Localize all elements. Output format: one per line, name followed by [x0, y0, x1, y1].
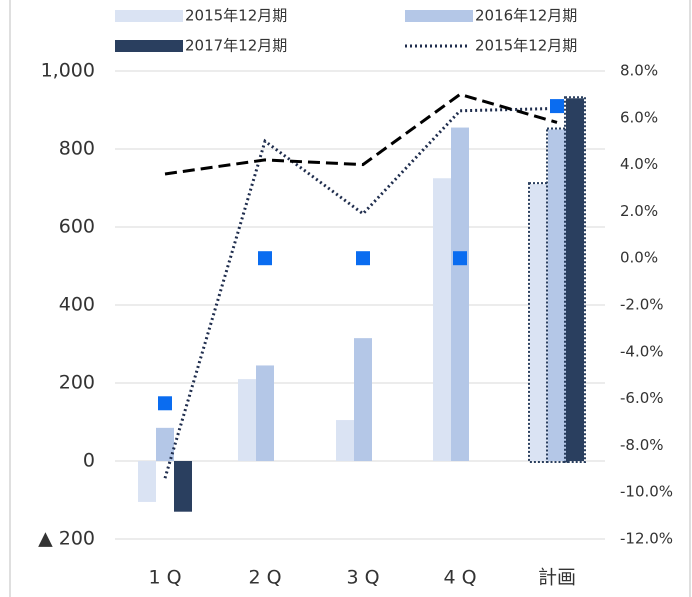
bar — [156, 427, 174, 461]
y2-tick-label: 6.0% — [620, 108, 658, 126]
point — [550, 99, 564, 114]
point — [258, 251, 272, 266]
point — [453, 251, 467, 266]
x-tick-label: 4 Q — [443, 567, 476, 589]
y-tick-label: ▲ 200 — [38, 528, 95, 550]
point — [158, 396, 172, 411]
legend-swatch — [115, 10, 183, 22]
line — [164, 92, 558, 176]
x-tick-label: 2 Q — [248, 567, 281, 589]
legend-swatch — [115, 40, 183, 52]
y-tick-label: 800 — [59, 138, 95, 160]
x-tick-label: 3 Q — [346, 567, 379, 589]
x-tick-label: 1 Q — [148, 567, 181, 589]
bar — [548, 129, 566, 461]
bar — [433, 178, 451, 461]
y2-tick-label: -10.0% — [620, 483, 673, 501]
y2-tick-label: -2.0% — [620, 296, 664, 314]
y-tick-label: 400 — [59, 294, 95, 316]
bar — [174, 461, 192, 512]
y-tick-label: 200 — [59, 372, 95, 394]
y-tick-label: 1,000 — [41, 60, 95, 82]
bar — [566, 98, 584, 462]
bar-outline — [546, 127, 568, 463]
y2-tick-label: 2.0% — [620, 202, 658, 220]
bar — [138, 461, 156, 502]
legend-label: 2017年12月期 — [185, 37, 287, 55]
legend-label: 2015年12月期 — [475, 37, 577, 55]
x-tick-label: 計画 — [538, 567, 576, 589]
y2-tick-label: -4.0% — [620, 342, 664, 360]
y2-tick-label: -12.0% — [620, 530, 673, 548]
bar-outline — [564, 96, 586, 464]
y-tick-label: 0 — [83, 450, 95, 472]
y2-tick-label: 8.0% — [620, 62, 658, 80]
y2-tick-label: 0.0% — [620, 249, 658, 267]
legend-label: 2016年12月期 — [475, 7, 577, 25]
point — [356, 251, 370, 266]
bar — [451, 127, 469, 462]
chart-frame — [9, 0, 691, 597]
bar — [256, 365, 274, 461]
bar — [530, 184, 548, 461]
bar — [336, 420, 354, 461]
bar — [354, 338, 372, 461]
y2-tick-label: 4.0% — [620, 155, 658, 173]
bar-outline — [528, 182, 550, 463]
y-tick-label: 600 — [59, 216, 95, 238]
legend-label: 2015年12月期 — [185, 7, 287, 25]
bar — [238, 379, 256, 461]
legend-swatch — [405, 10, 473, 22]
y2-tick-label: -8.0% — [620, 436, 664, 454]
y2-tick-label: -6.0% — [620, 389, 664, 407]
